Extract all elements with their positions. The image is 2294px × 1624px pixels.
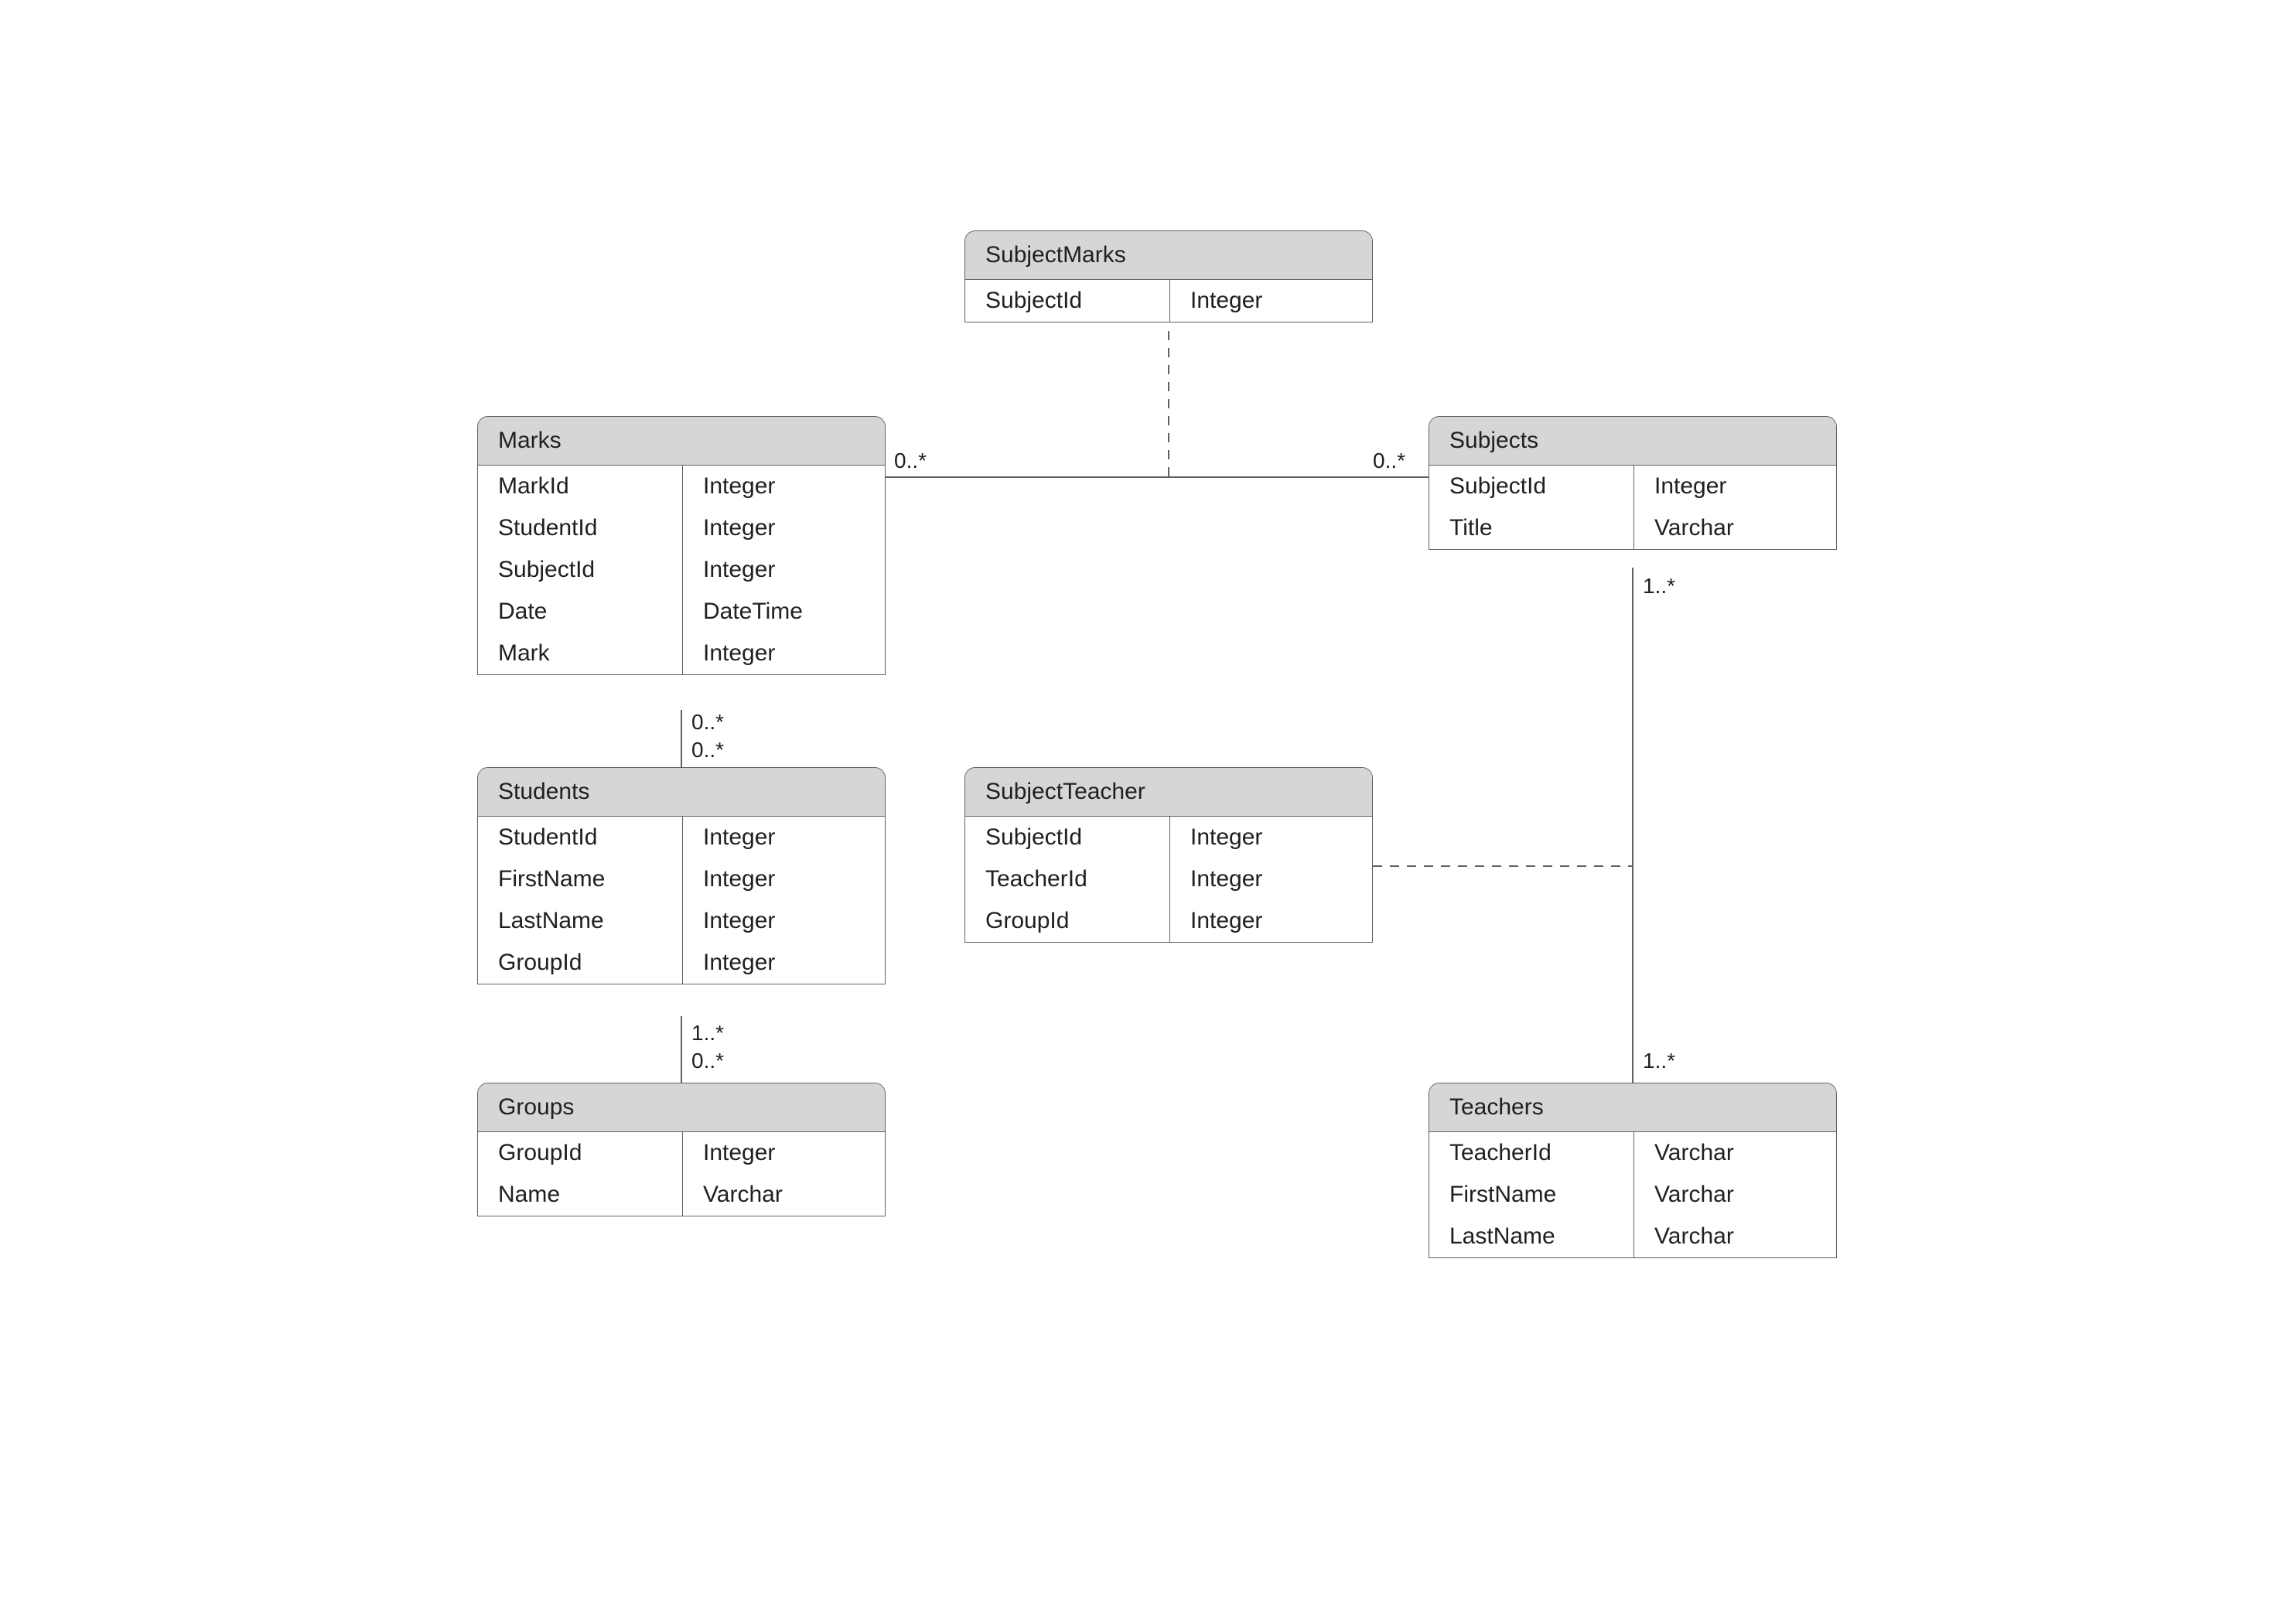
multiplicity-label: 0..*: [1373, 449, 1405, 473]
entity-field-row: MarkInteger: [478, 633, 885, 674]
entity-field-row: LastNameInteger: [478, 900, 885, 942]
field-type: Integer: [683, 633, 885, 674]
entity-field-row: FirstNameVarchar: [1429, 1174, 1836, 1216]
field-type: Integer: [683, 1132, 885, 1174]
entity-fields: TeacherIdVarcharFirstNameVarcharLastName…: [1429, 1132, 1836, 1257]
field-type: Integer: [1170, 900, 1372, 942]
field-type: Varchar: [683, 1174, 885, 1216]
entity-fields: SubjectIdInteger: [965, 280, 1372, 322]
field-type: Integer: [683, 858, 885, 900]
field-name: StudentId: [478, 817, 683, 858]
entity-fields: SubjectIdIntegerTitleVarchar: [1429, 466, 1836, 549]
field-name: Title: [1429, 507, 1634, 549]
multiplicity-label: 0..*: [691, 738, 724, 763]
entity-title: SubjectTeacher: [965, 768, 1372, 817]
entity-title: SubjectMarks: [965, 231, 1372, 280]
multiplicity-label: 1..*: [1643, 574, 1675, 599]
field-type: Integer: [1170, 858, 1372, 900]
field-name: LastName: [478, 900, 683, 942]
entity-field-row: SubjectIdInteger: [478, 549, 885, 591]
entity-subjectTeacher: SubjectTeacherSubjectIdIntegerTeacherIdI…: [964, 767, 1373, 943]
field-name: Date: [478, 591, 683, 633]
entity-field-row: StudentIdInteger: [478, 507, 885, 549]
entity-fields: StudentIdIntegerFirstNameIntegerLastName…: [478, 817, 885, 984]
field-name: TeacherId: [965, 858, 1170, 900]
entity-field-row: NameVarchar: [478, 1174, 885, 1216]
field-name: SubjectId: [965, 817, 1170, 858]
field-name: MarkId: [478, 466, 683, 507]
entity-field-row: StudentIdInteger: [478, 817, 885, 858]
field-name: FirstName: [1429, 1174, 1634, 1216]
multiplicity-label: 0..*: [894, 449, 927, 473]
entity-field-row: GroupIdInteger: [478, 1132, 885, 1174]
entity-title: Subjects: [1429, 417, 1836, 466]
entity-field-row: TeacherIdInteger: [965, 858, 1372, 900]
entity-field-row: MarkIdInteger: [478, 466, 885, 507]
field-name: SubjectId: [1429, 466, 1634, 507]
field-type: Integer: [1634, 466, 1836, 507]
entity-fields: MarkIdIntegerStudentIdIntegerSubjectIdIn…: [478, 466, 885, 674]
field-type: Integer: [1170, 817, 1372, 858]
field-name: Mark: [478, 633, 683, 674]
entity-fields: GroupIdIntegerNameVarchar: [478, 1132, 885, 1216]
field-type: Varchar: [1634, 1132, 1836, 1174]
erd-canvas: SubjectMarksSubjectIdIntegerMarksMarkIdI…: [0, 0, 2294, 1624]
field-type: Integer: [1170, 280, 1372, 322]
field-type: Integer: [683, 942, 885, 984]
field-name: GroupId: [478, 942, 683, 984]
entity-field-row: TeacherIdVarchar: [1429, 1132, 1836, 1174]
field-type: Integer: [683, 549, 885, 591]
entity-subjects: SubjectsSubjectIdIntegerTitleVarchar: [1429, 416, 1837, 550]
entity-subjectMarks: SubjectMarksSubjectIdInteger: [964, 230, 1373, 322]
field-name: StudentId: [478, 507, 683, 549]
field-type: DateTime: [683, 591, 885, 633]
multiplicity-label: 1..*: [691, 1021, 724, 1046]
field-name: FirstName: [478, 858, 683, 900]
entity-field-row: LastNameVarchar: [1429, 1216, 1836, 1257]
entity-students: StudentsStudentIdIntegerFirstNameInteger…: [477, 767, 886, 984]
entity-field-row: FirstNameInteger: [478, 858, 885, 900]
entity-marks: MarksMarkIdIntegerStudentIdIntegerSubjec…: [477, 416, 886, 675]
field-name: TeacherId: [1429, 1132, 1634, 1174]
entity-field-row: SubjectIdInteger: [1429, 466, 1836, 507]
field-name: SubjectId: [478, 549, 683, 591]
entity-title: Groups: [478, 1083, 885, 1132]
multiplicity-label: 1..*: [1643, 1049, 1675, 1073]
entity-field-row: SubjectIdInteger: [965, 817, 1372, 858]
field-name: SubjectId: [965, 280, 1170, 322]
field-type: Varchar: [1634, 1216, 1836, 1257]
field-type: Integer: [683, 900, 885, 942]
multiplicity-label: 0..*: [691, 1049, 724, 1073]
entity-field-row: GroupIdInteger: [965, 900, 1372, 942]
entity-field-row: TitleVarchar: [1429, 507, 1836, 549]
entity-field-row: GroupIdInteger: [478, 942, 885, 984]
entity-field-row: SubjectIdInteger: [965, 280, 1372, 322]
entity-title: Marks: [478, 417, 885, 466]
entity-title: Teachers: [1429, 1083, 1836, 1132]
entity-groups: GroupsGroupIdIntegerNameVarchar: [477, 1083, 886, 1216]
field-name: Name: [478, 1174, 683, 1216]
entity-teachers: TeachersTeacherIdVarcharFirstNameVarchar…: [1429, 1083, 1837, 1258]
multiplicity-label: 0..*: [691, 710, 724, 735]
field-name: GroupId: [478, 1132, 683, 1174]
entity-fields: SubjectIdIntegerTeacherIdIntegerGroupIdI…: [965, 817, 1372, 942]
field-type: Varchar: [1634, 1174, 1836, 1216]
field-type: Integer: [683, 817, 885, 858]
field-type: Varchar: [1634, 507, 1836, 549]
field-name: GroupId: [965, 900, 1170, 942]
entity-title: Students: [478, 768, 885, 817]
field-name: LastName: [1429, 1216, 1634, 1257]
field-type: Integer: [683, 466, 885, 507]
field-type: Integer: [683, 507, 885, 549]
entity-field-row: DateDateTime: [478, 591, 885, 633]
